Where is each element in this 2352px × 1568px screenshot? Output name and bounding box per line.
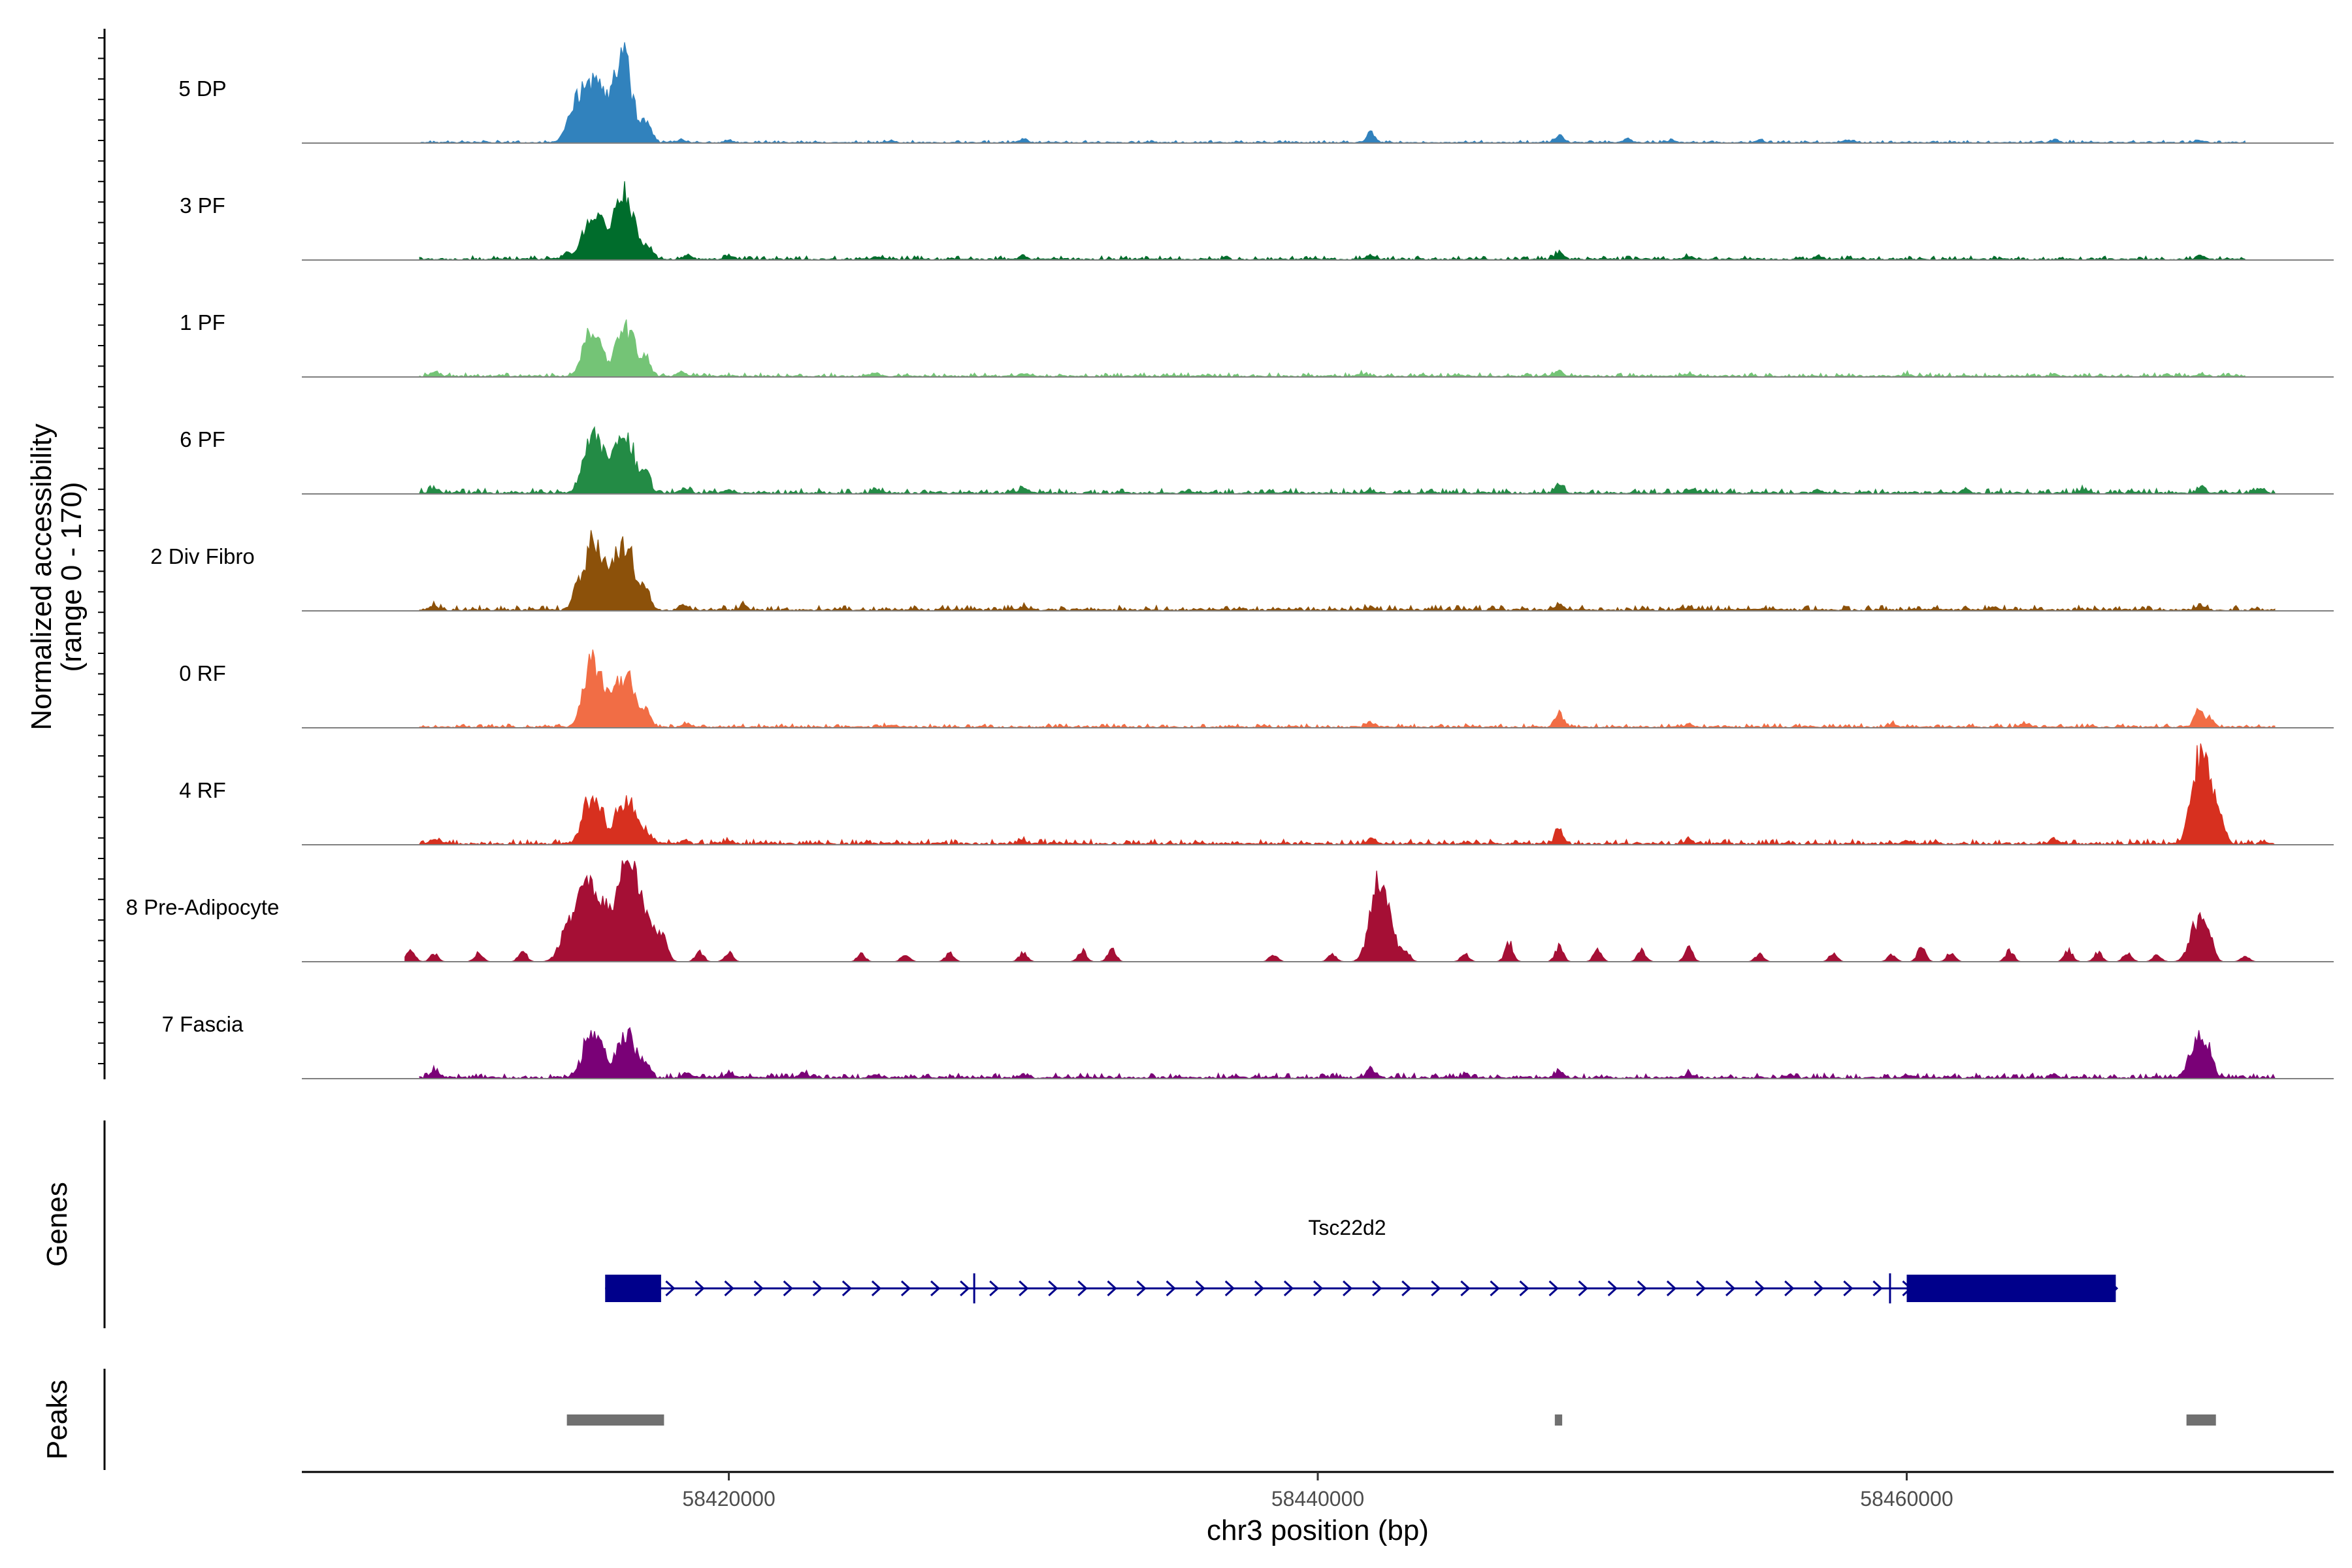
track-label: 5 DP xyxy=(178,76,226,101)
track-label: 7 Fascia xyxy=(162,1012,244,1036)
gene-strand-chevron xyxy=(1313,1280,1324,1297)
y-axis-title-line1: Normalized accessibility xyxy=(25,423,57,730)
gene-strand-chevron xyxy=(1048,1280,1058,1297)
gene-strand-chevron xyxy=(783,1280,793,1297)
gene-strand-chevron xyxy=(1843,1280,1854,1297)
track-label: 0 RF xyxy=(179,661,226,685)
gene-strand-chevron xyxy=(665,1280,676,1297)
gene-strand-chevron xyxy=(1107,1280,1117,1297)
track-label: 6 PF xyxy=(180,427,225,451)
gene-track xyxy=(605,1273,2119,1303)
track-coverage-area xyxy=(419,319,2246,378)
track-coverage-area xyxy=(419,42,2246,144)
gene-strand-chevron xyxy=(1019,1280,1029,1297)
gene-strand-chevron xyxy=(960,1280,970,1297)
gene-strand-chevron xyxy=(724,1280,734,1297)
gene-strand-chevron xyxy=(1548,1280,1559,1297)
track-2: 3 PF xyxy=(180,181,2334,261)
y-axis xyxy=(98,29,106,1079)
x-tick-label: 58420000 xyxy=(682,1487,775,1511)
track-label: 4 RF xyxy=(179,778,226,802)
gene-strand-chevron xyxy=(930,1280,941,1297)
peaks-track xyxy=(566,1414,2216,1426)
gene-strand-chevron xyxy=(812,1280,823,1297)
gene-strand-chevron xyxy=(900,1280,911,1297)
gene-strand-chevron xyxy=(1077,1280,1088,1297)
track-6: 0 RF xyxy=(179,649,2334,728)
gene-strand-chevron xyxy=(1343,1280,1353,1297)
track-coverage-area xyxy=(419,426,2276,495)
gene-exon xyxy=(1889,1273,1891,1303)
gene-strand-chevron xyxy=(1283,1280,1294,1297)
peak-region xyxy=(566,1414,664,1426)
gene-strand-chevron xyxy=(1872,1280,1883,1297)
x-tick-label: 58460000 xyxy=(1860,1487,1953,1511)
track-label: 3 PF xyxy=(180,193,225,218)
gene-strand-chevron xyxy=(1637,1280,1648,1297)
genes-panel-label: Genes xyxy=(41,1182,73,1267)
track-3: 1 PF xyxy=(180,310,2334,378)
track-coverage-area xyxy=(419,743,2276,846)
track-coverage-area xyxy=(419,181,2246,261)
gene-strand-chevron xyxy=(1784,1280,1795,1297)
track-coverage-area xyxy=(404,860,2261,962)
gene-strand-chevron xyxy=(1814,1280,1824,1297)
track-coverage-area xyxy=(419,649,2276,728)
track-5: 2 Div Fibro xyxy=(150,530,2334,612)
gene-strand-chevron xyxy=(1254,1280,1265,1297)
gene-strand-chevron xyxy=(1578,1280,1588,1297)
gene-strand-chevron xyxy=(1666,1280,1677,1297)
track-7: 4 RF xyxy=(179,743,2334,846)
gene-exon xyxy=(1906,1275,2116,1302)
track-1: 5 DP xyxy=(178,42,2334,144)
gene-strand-chevron xyxy=(1725,1280,1736,1297)
gene-strand-chevron xyxy=(753,1280,764,1297)
gene-strand-chevron xyxy=(871,1280,882,1297)
track-coverage-area xyxy=(419,1026,2276,1080)
track-coverage-area xyxy=(419,530,2276,612)
track-label: 1 PF xyxy=(180,310,225,335)
coverage-tracks: 5 DP 3 PF 1 PF 6 PF 2 Div Fibro 0 RF 4 RF 8 Pre… xyxy=(126,42,2334,1080)
track-9: 7 Fascia xyxy=(162,1012,2334,1080)
peak-region xyxy=(1554,1414,1563,1426)
gene-strand-chevron xyxy=(1460,1280,1471,1297)
y-axis-title-line2: (range 0 - 170) xyxy=(56,482,88,672)
gene-strand-chevron xyxy=(1519,1280,1529,1297)
gene-strand-chevron xyxy=(1431,1280,1441,1297)
peak-region xyxy=(2186,1414,2216,1426)
gene-strand-chevron xyxy=(694,1280,705,1297)
track-label: 8 Pre-Adipocyte xyxy=(126,895,280,919)
gene-strand-chevron xyxy=(1755,1280,1765,1297)
gene-exon xyxy=(605,1275,661,1302)
gene-strand-chevron xyxy=(1166,1280,1176,1297)
x-axis-ticks: 58420000 58440000 58460000 xyxy=(682,1472,1953,1511)
gene-strand-chevron xyxy=(1224,1280,1235,1297)
x-tick-label: 58440000 xyxy=(1271,1487,1364,1511)
track-label: 2 Div Fibro xyxy=(150,544,255,568)
gene-strand-chevron xyxy=(1372,1280,1382,1297)
gene-strand-chevron xyxy=(989,1280,1000,1297)
track-8: 8 Pre-Adipocyte xyxy=(126,860,2334,962)
peaks-panel-label: Peaks xyxy=(41,1380,73,1460)
gene-exon xyxy=(973,1273,975,1303)
gene-label: Tsc22d2 xyxy=(1308,1216,1386,1239)
track-4: 6 PF xyxy=(180,426,2334,495)
gene-strand-chevron xyxy=(1695,1280,1707,1297)
gene-strand-chevron xyxy=(1607,1280,1618,1297)
x-axis-title: chr3 position (bp) xyxy=(1207,1514,1429,1546)
gene-strand-chevron xyxy=(1136,1280,1147,1297)
gene-strand-chevron xyxy=(1490,1280,1500,1297)
gene-strand-chevron xyxy=(1401,1280,1412,1297)
gene-strand-chevron xyxy=(1195,1280,1205,1297)
gene-strand-chevron xyxy=(841,1280,853,1297)
